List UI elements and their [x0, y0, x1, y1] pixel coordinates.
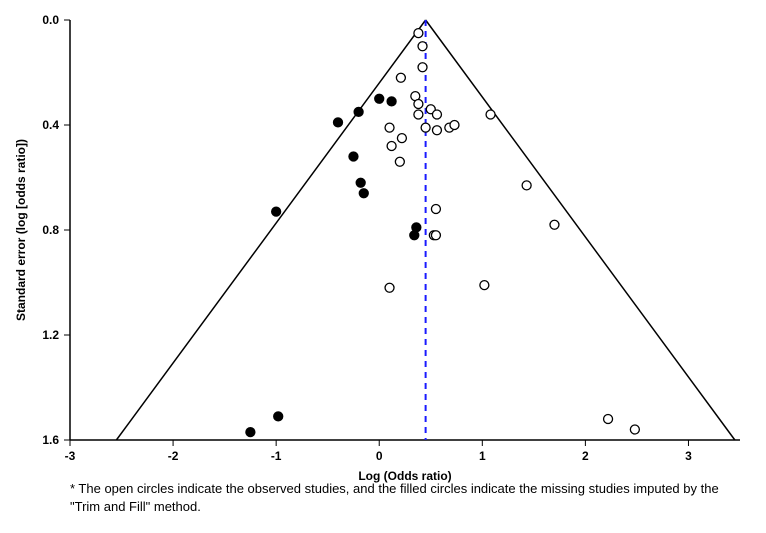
y-tick-label: 1.6 — [42, 433, 59, 447]
observed-study-marker — [480, 281, 489, 290]
observed-study-marker — [385, 283, 394, 292]
observed-study-marker — [432, 126, 441, 135]
imputed-study-marker — [359, 189, 368, 198]
observed-study-marker — [414, 100, 423, 109]
observed-study-marker — [450, 121, 459, 130]
imputed-study-marker — [410, 231, 419, 240]
imputed-study-marker — [354, 107, 363, 116]
observed-study-marker — [432, 110, 441, 119]
observed-study-marker — [630, 425, 639, 434]
observed-study-marker — [418, 42, 427, 51]
y-tick-label: 0.4 — [42, 118, 59, 132]
funnel-left-line — [116, 20, 425, 440]
observed-study-marker — [414, 29, 423, 38]
x-tick-label: 0 — [376, 449, 383, 463]
y-tick-label: 1.2 — [42, 328, 59, 342]
observed-study-marker — [431, 231, 440, 240]
funnel-plot-svg: -3-2-101230.00.40.81.21.6Log (Odds ratio… — [0, 0, 766, 533]
observed-study-marker — [385, 123, 394, 132]
y-axis-label: Standard error (log [odds ratio]) — [14, 139, 28, 321]
imputed-study-marker — [375, 94, 384, 103]
x-tick-label: -3 — [65, 449, 76, 463]
observed-study-marker — [414, 110, 423, 119]
funnel-right-line — [426, 20, 735, 440]
x-tick-label: 1 — [479, 449, 486, 463]
imputed-study-marker — [387, 97, 396, 106]
observed-study-marker — [486, 110, 495, 119]
caption-text: * The open circles indicate the observed… — [70, 480, 736, 515]
observed-study-marker — [550, 220, 559, 229]
observed-study-marker — [397, 134, 406, 143]
observed-study-marker — [431, 205, 440, 214]
imputed-study-marker — [274, 412, 283, 421]
imputed-study-marker — [349, 152, 358, 161]
observed-study-marker — [604, 415, 613, 424]
x-tick-label: 3 — [685, 449, 692, 463]
observed-study-marker — [421, 123, 430, 132]
x-tick-label: -1 — [271, 449, 282, 463]
funnel-plot-container: -3-2-101230.00.40.81.21.6Log (Odds ratio… — [0, 0, 766, 533]
imputed-study-marker — [272, 207, 281, 216]
imputed-study-marker — [246, 428, 255, 437]
observed-study-marker — [395, 157, 404, 166]
observed-study-marker — [418, 63, 427, 72]
x-tick-label: 2 — [582, 449, 589, 463]
observed-study-marker — [522, 181, 531, 190]
observed-study-marker — [387, 142, 396, 151]
imputed-study-marker — [334, 118, 343, 127]
y-tick-label: 0.0 — [42, 13, 59, 27]
y-tick-label: 0.8 — [42, 223, 59, 237]
imputed-study-marker — [356, 178, 365, 187]
observed-study-marker — [396, 73, 405, 82]
x-tick-label: -2 — [168, 449, 179, 463]
